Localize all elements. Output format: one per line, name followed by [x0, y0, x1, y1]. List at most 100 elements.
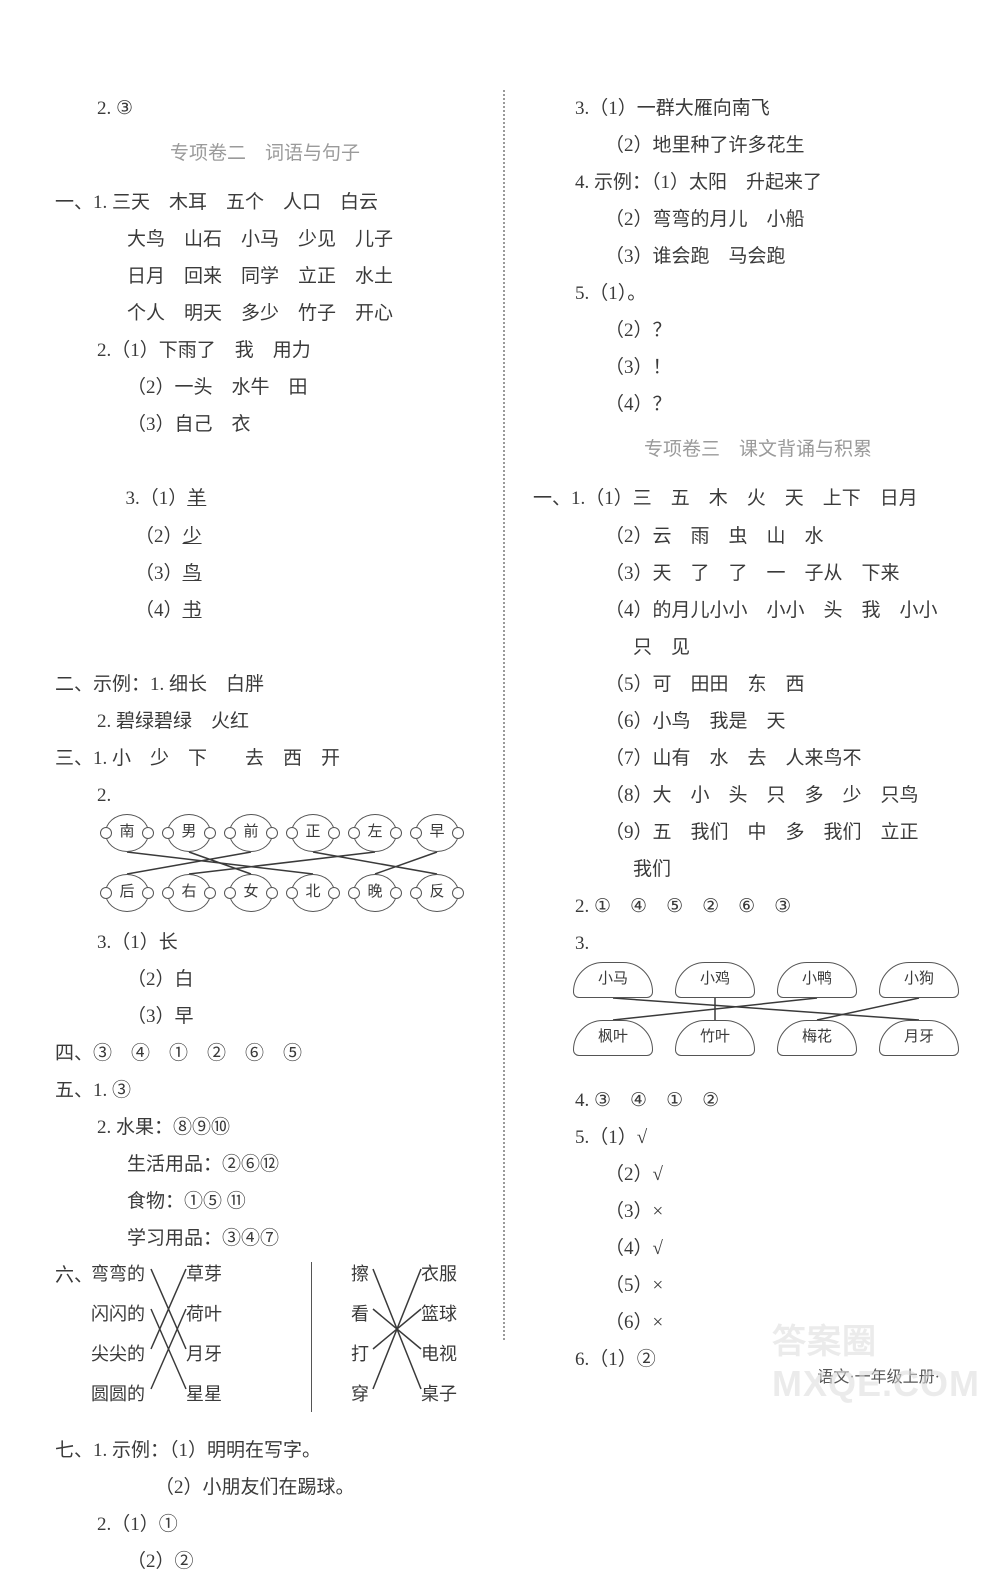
- text: 2. ③: [55, 90, 475, 127]
- match-cell: 桌子: [421, 1377, 457, 1412]
- text: 日月 回来 同学 立正 水土: [55, 258, 475, 295]
- text: 3.: [533, 925, 575, 962]
- text: 4. 示例：（1）太阳 升起来了: [533, 164, 983, 201]
- match-cell: 月牙: [186, 1337, 222, 1372]
- match-cell: 荷叶: [186, 1297, 222, 1332]
- text: 2.（1）①: [55, 1506, 475, 1543]
- text: 5.（1）。: [533, 275, 983, 312]
- text: 个人 明天 多少 竹子 开心: [55, 295, 475, 332]
- watermark-en: MXQE.COM: [772, 1363, 980, 1404]
- text: （3）早: [55, 998, 475, 1035]
- match-node: 晚: [353, 874, 397, 912]
- text: 2. 碧绿碧绿 火红: [55, 703, 475, 740]
- text: （5）可 田田 东 西: [533, 666, 983, 703]
- text: 食物：①⑤ ⑪: [55, 1183, 475, 1220]
- text: （9）五 我们 中 多 我们 立正: [533, 814, 983, 851]
- text: （2）？: [533, 312, 983, 349]
- text: 三、1. 小 少 下 去 西 开: [55, 740, 475, 777]
- text: 大鸟 山石 小马 少见 儿子: [55, 221, 475, 258]
- text: 2.（1）下雨了 我 用力: [55, 332, 475, 369]
- match-node: 梅花: [777, 1020, 857, 1056]
- text: 4. ③ ④ ① ②: [533, 1082, 983, 1119]
- text: 六、: [55, 1257, 73, 1432]
- text: （3）×: [533, 1193, 983, 1230]
- match-node: 小马: [573, 962, 653, 998]
- match-node: 右: [167, 874, 211, 912]
- text: 一、1. 三天 木耳 五个 人口 白云: [55, 184, 475, 221]
- text: （4）的月儿小小 小小 头 我 小小: [533, 592, 983, 629]
- text: （6）小鸟 我是 天: [533, 703, 983, 740]
- text: （3）天 了 了 一 子从 下来: [533, 555, 983, 592]
- text: 五、1. ③: [55, 1072, 475, 1109]
- match-cell: 圆圆的: [91, 1377, 145, 1412]
- right-column: 3.（1）一群大雁向南飞 （2）地里种了许多花生 4. 示例：（1）太阳 升起来…: [533, 90, 983, 1340]
- match-cell: 星星: [186, 1377, 222, 1412]
- match-node: 南: [105, 814, 149, 852]
- text: （2）弯弯的月儿 小船: [533, 201, 983, 238]
- match-node: 前: [229, 814, 273, 852]
- match-cell: 打: [351, 1337, 369, 1372]
- text: 二、示例：1. 细长 白胖: [55, 666, 475, 703]
- match-node: 左: [353, 814, 397, 852]
- match-cell: 弯弯的: [91, 1257, 145, 1292]
- section-title: 专项卷三 课文背诵与积累: [533, 431, 983, 468]
- match-node: 小狗: [879, 962, 959, 998]
- matching-diagram-1: 南男前正左早后右女北晚反: [105, 814, 475, 924]
- text: 2.: [55, 777, 105, 814]
- text: （3）！: [533, 349, 983, 386]
- separator: [311, 1262, 312, 1412]
- match-node: 后: [105, 874, 149, 912]
- match-cell: 尖尖的: [91, 1337, 145, 1372]
- text: （2）一头 水牛 田: [55, 369, 475, 406]
- text: 2. ① ④ ⑤ ② ⑥ ③: [533, 888, 983, 925]
- left-column: 2. ③ 专项卷二 词语与句子 一、1. 三天 木耳 五个 人口 白云 大鸟 山…: [55, 90, 475, 1340]
- text: 5.（1）√: [533, 1119, 983, 1156]
- match-cell: 闪闪的: [91, 1297, 145, 1332]
- text: 学习用品：③④⑦: [55, 1220, 475, 1257]
- text: 3.（1）一群大雁向南飞: [533, 90, 983, 127]
- match-cell: 衣服: [421, 1257, 457, 1292]
- match-node: 男: [167, 814, 211, 852]
- text: 3.（1）羊 （2）少 （3）鸟 （4）书: [55, 443, 475, 665]
- text: 只 见: [533, 629, 983, 666]
- text: （2）小朋友们在踢球。: [55, 1469, 475, 1506]
- match-node: 月牙: [879, 1020, 959, 1056]
- match-node: 竹叶: [675, 1020, 755, 1056]
- match-cell: 穿: [351, 1377, 369, 1412]
- underline: 羊: [187, 488, 206, 509]
- section-title: 专项卷二 词语与句子: [55, 135, 475, 172]
- match-node: 反: [415, 874, 459, 912]
- matching-diagram-2: 弯弯的闪闪的尖尖的圆圆的草芽荷叶月牙星星擦看打穿衣服篮球电视桌子: [91, 1257, 471, 1432]
- text: （8）大 小 头 只 多 少 只鸟: [533, 777, 983, 814]
- text: （3）谁会跑 马会跑: [533, 238, 983, 275]
- match-cell: 擦: [351, 1257, 369, 1292]
- text: 七、1. 示例：（1）明明在写字。: [55, 1432, 475, 1469]
- match-node: 北: [291, 874, 335, 912]
- match-cell: 看: [351, 1297, 369, 1332]
- match-node: 正: [291, 814, 335, 852]
- text: 生活用品：②⑥⑫: [55, 1146, 475, 1183]
- watermark-cn: 答案圈: [772, 1323, 877, 1361]
- text: （7）山有 水 去 人来鸟不: [533, 740, 983, 777]
- text: 3.（1）长: [55, 924, 475, 961]
- matching-diagram-3: 小马小鸡小鸭小狗枫叶竹叶梅花月牙: [573, 962, 983, 1082]
- text: 四、③ ④ ① ② ⑥ ⑤: [55, 1035, 475, 1072]
- text: （5）×: [533, 1267, 983, 1304]
- match-cell: 篮球: [421, 1297, 457, 1332]
- text: 2. 水果：⑧⑨⑩: [55, 1109, 475, 1146]
- text: （4）？: [533, 386, 983, 423]
- text: （2）云 雨 虫 山 水: [533, 518, 983, 555]
- column-divider: [503, 90, 505, 1340]
- match-lines: [91, 1257, 471, 1432]
- text: （2）地里种了许多花生: [533, 127, 983, 164]
- match-cell: 草芽: [186, 1257, 222, 1292]
- text: （2）②: [55, 1543, 475, 1580]
- match-node: 小鸡: [675, 962, 755, 998]
- text: （2）白: [55, 961, 475, 998]
- underline: 少: [183, 526, 202, 547]
- match-node: 小鸭: [777, 962, 857, 998]
- match-node: 早: [415, 814, 459, 852]
- match-node: 枫叶: [573, 1020, 653, 1056]
- watermark: 答案圈 MXQE.COM: [772, 1314, 980, 1405]
- text: 3.（1）: [126, 488, 188, 509]
